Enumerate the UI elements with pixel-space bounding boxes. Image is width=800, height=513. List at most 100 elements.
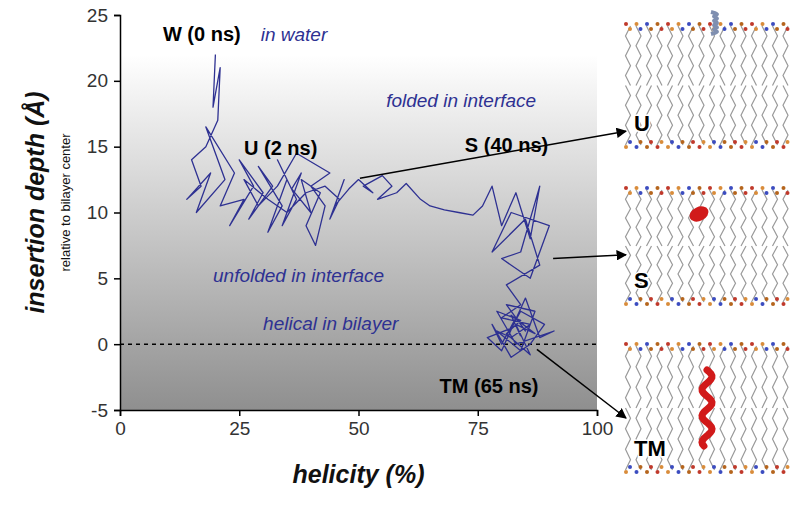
plot: 0255075100-50510152025W (0 ns)U (2 ns)S … (87, 5, 613, 440)
lipid-head (670, 191, 674, 195)
lipid-head (719, 302, 723, 306)
lipid-head (723, 297, 727, 301)
lipid-head (723, 347, 727, 351)
lipid-head (628, 347, 632, 351)
lipid-head (761, 186, 765, 190)
lipid-head (687, 342, 691, 346)
lipid-head (691, 191, 695, 195)
lipid-head (754, 191, 758, 195)
lipid-head (733, 297, 737, 301)
lipid-tail (647, 190, 652, 246)
lipid-head (698, 470, 702, 474)
tick-label: 100 (582, 418, 614, 439)
lipid-tail (741, 408, 746, 470)
lipid-head (708, 302, 712, 306)
tick: 25 (87, 5, 120, 26)
lipid-head (628, 297, 632, 301)
lipid-head (635, 145, 639, 149)
lipid-tail (731, 346, 736, 408)
lipid-head (754, 297, 758, 301)
lipid-head (656, 186, 660, 190)
lipid-tail (657, 246, 662, 302)
snapshot-arrow (360, 131, 626, 178)
lipid-head (740, 145, 744, 149)
axis-line (121, 411, 598, 417)
tick: 100 (582, 410, 614, 439)
lipid-head (761, 342, 765, 346)
lipid-head (691, 347, 695, 351)
lipid-head (765, 140, 769, 144)
lipid-head (698, 22, 702, 26)
tick-mark (114, 146, 120, 148)
lipid-tail (626, 26, 631, 86)
lipid-tail (720, 190, 725, 246)
lipid-head (729, 302, 733, 306)
lipid-head (635, 22, 639, 26)
x-axis: 0255075100 (115, 410, 613, 439)
lipid-head (656, 22, 660, 26)
snapshot: S (624, 186, 790, 306)
lipid-head (733, 465, 737, 469)
lipid-tail (741, 190, 746, 246)
lipid-head (624, 145, 628, 149)
lipid-tail (626, 190, 631, 246)
lipid-tail (699, 246, 704, 302)
tick-mark (239, 410, 241, 416)
lipid-tail (773, 246, 778, 302)
lipid-head (645, 342, 649, 346)
region-label: unfolded in interface (213, 265, 384, 286)
lipid-head (656, 342, 660, 346)
lipid-tail (636, 26, 641, 86)
lipid-tail (657, 346, 662, 408)
chart: 0255075100-50510152025W (0 ns)U (2 ns)S … (0, 0, 800, 513)
lipid-head (628, 27, 632, 31)
snapshot-label: S (634, 268, 649, 293)
lipid-head (628, 465, 632, 469)
lipid-tail (752, 190, 757, 246)
y-axis: -50510152025 (87, 5, 121, 421)
lipid-head (677, 186, 681, 190)
lipid-tail (720, 26, 725, 86)
lipid-tail (678, 408, 683, 470)
lipid-tail (626, 246, 631, 302)
lipid-head (698, 302, 702, 306)
lipid-tail (699, 86, 704, 146)
lipid-tail (636, 346, 641, 408)
tick-mark (597, 410, 599, 416)
lipid-tail (720, 86, 725, 146)
lipid-tail (678, 346, 683, 408)
lipid-head (761, 145, 765, 149)
lipid-head (656, 470, 660, 474)
lipid-tail (678, 86, 683, 146)
lipid-head (677, 470, 681, 474)
lipid-head (670, 465, 674, 469)
lipid-head (702, 297, 706, 301)
lipid-tail (741, 246, 746, 302)
tick-mark (114, 344, 120, 346)
region-label: helical in bilayer (263, 313, 399, 334)
lipid-head (782, 186, 786, 190)
lipid-tail (773, 26, 778, 86)
lipid-head (729, 342, 733, 346)
lipid-head (698, 145, 702, 149)
tick-label: 10 (87, 202, 108, 223)
lipid-tail (762, 346, 767, 408)
lipid-tail (783, 408, 788, 470)
tick-label: 0 (115, 418, 126, 439)
lipid-head (645, 22, 649, 26)
lipid-tail (657, 86, 662, 146)
lipid-tail (752, 408, 757, 470)
tick-mark (114, 212, 120, 214)
lipid-head (681, 191, 685, 195)
lipid-head (775, 140, 779, 144)
tick-mark (478, 410, 480, 416)
lipid-head (649, 140, 653, 144)
lipid-head (670, 347, 674, 351)
tick-mark (114, 410, 120, 412)
tick-mark (114, 278, 120, 280)
lipid-head (754, 27, 758, 31)
lipid-head (645, 302, 649, 306)
lipid-tail (783, 346, 788, 408)
lipid-head (624, 342, 628, 346)
lipid-tail (783, 246, 788, 302)
